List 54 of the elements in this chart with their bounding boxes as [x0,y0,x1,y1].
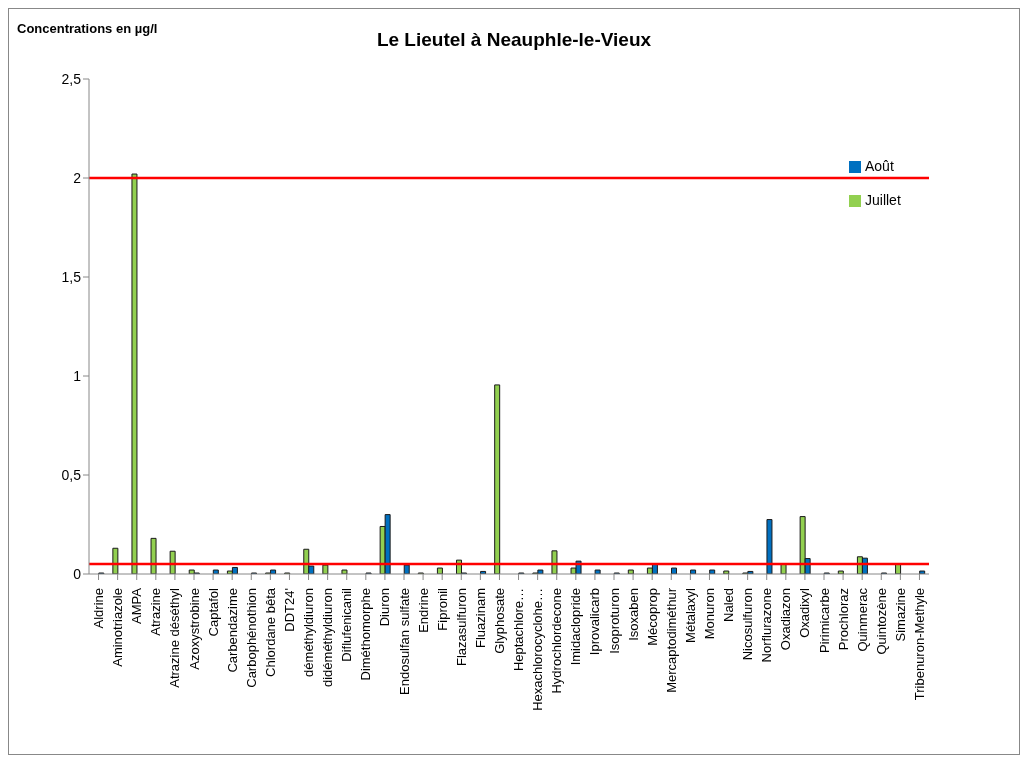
x-tick-label: Monuron [701,588,717,640]
x-tick-label: Oxadixyl [797,587,813,638]
x-tick-label: Hydrochlordecone [549,588,565,694]
x-tick-label: Mécoprop [644,588,660,646]
x-tick-label: Hexachlorocyclohe… [530,588,546,711]
x-tick-label: Tribenuron-Methyle [911,588,927,701]
x-tick-label: Chlordane bêta [262,587,278,677]
x-tick-label: Atrazine [148,588,164,636]
x-tick-label: Prochloraz [835,588,851,651]
x-tick-label: Mercaptodiméthur [663,587,679,693]
x-tick-label: Carbophénothion [243,588,259,688]
x-tick-label: Isoxaben [625,588,641,641]
y-tick-label: 1 [73,367,82,384]
x-tick-label: Imidaclopride [568,588,584,666]
legend-label: Juillet [865,192,901,208]
x-tick-label: Simazine [892,588,908,642]
x-tick-label: Oxadiazon [778,588,794,651]
x-tick-label: Métalaxyl [682,587,698,643]
x-tick-label: Naled [721,588,737,622]
x-tick-label: Iprovalicarb [587,588,603,656]
x-tick-label: didéméthyldiuron [320,588,336,688]
x-tick-label: Glyphosate [491,588,507,654]
x-tick-label: Diuron [377,588,393,627]
x-tick-label: Carbendazime [224,588,240,673]
x-tick-label: Fluazinam [472,588,488,648]
x-tick-label: Isoproturon [606,588,622,654]
x-tick-label: DDT24' [281,588,297,632]
x-tick-label: Endosulfan sulfate [396,588,412,695]
x-tick-label: Pirimicarbe [816,588,832,654]
y-axis-title: Concentrations en µg/l [17,21,158,36]
x-tick-label: Captafol [205,587,221,637]
x-tick-label: Fipronil [434,587,450,631]
x-tick-label: Flazasulfuron [453,588,469,667]
x-tick-label: Endrine [415,588,431,633]
x-tick-label: Norflurazone [759,588,775,663]
x-tick-label: Aminotriazole [110,588,126,667]
y-tick-label: 1,5 [61,268,82,285]
x-tick-label: Diméthomorphe [358,588,374,681]
x-tick-label: Diflufenicanil [339,587,355,662]
y-tick-label: 0,5 [61,466,82,483]
x-tick-label: Azoxystrobine [186,588,202,670]
x-tick-label: Heptachlore… [511,588,527,672]
x-tick-label: Aldrine [91,588,107,629]
x-tick-label: Quinmerac [854,587,870,652]
y-tick-label: 0 [73,565,82,582]
x-tick-label: AMPA [129,587,145,624]
legend-label: Août [865,158,894,174]
x-tick-label: Quintozène [873,588,889,655]
x-tick-label: Atrazine déséthyl [167,587,183,688]
y-tick-label: 2 [73,169,82,186]
y-tick-label: 2,5 [61,70,82,87]
x-tick-label: déméthyldiuron [301,588,317,677]
x-tick-label: Nicosulfuron [740,588,756,661]
chart-title: Le Lieutel à Neauphle-le-Vieux [376,29,652,50]
